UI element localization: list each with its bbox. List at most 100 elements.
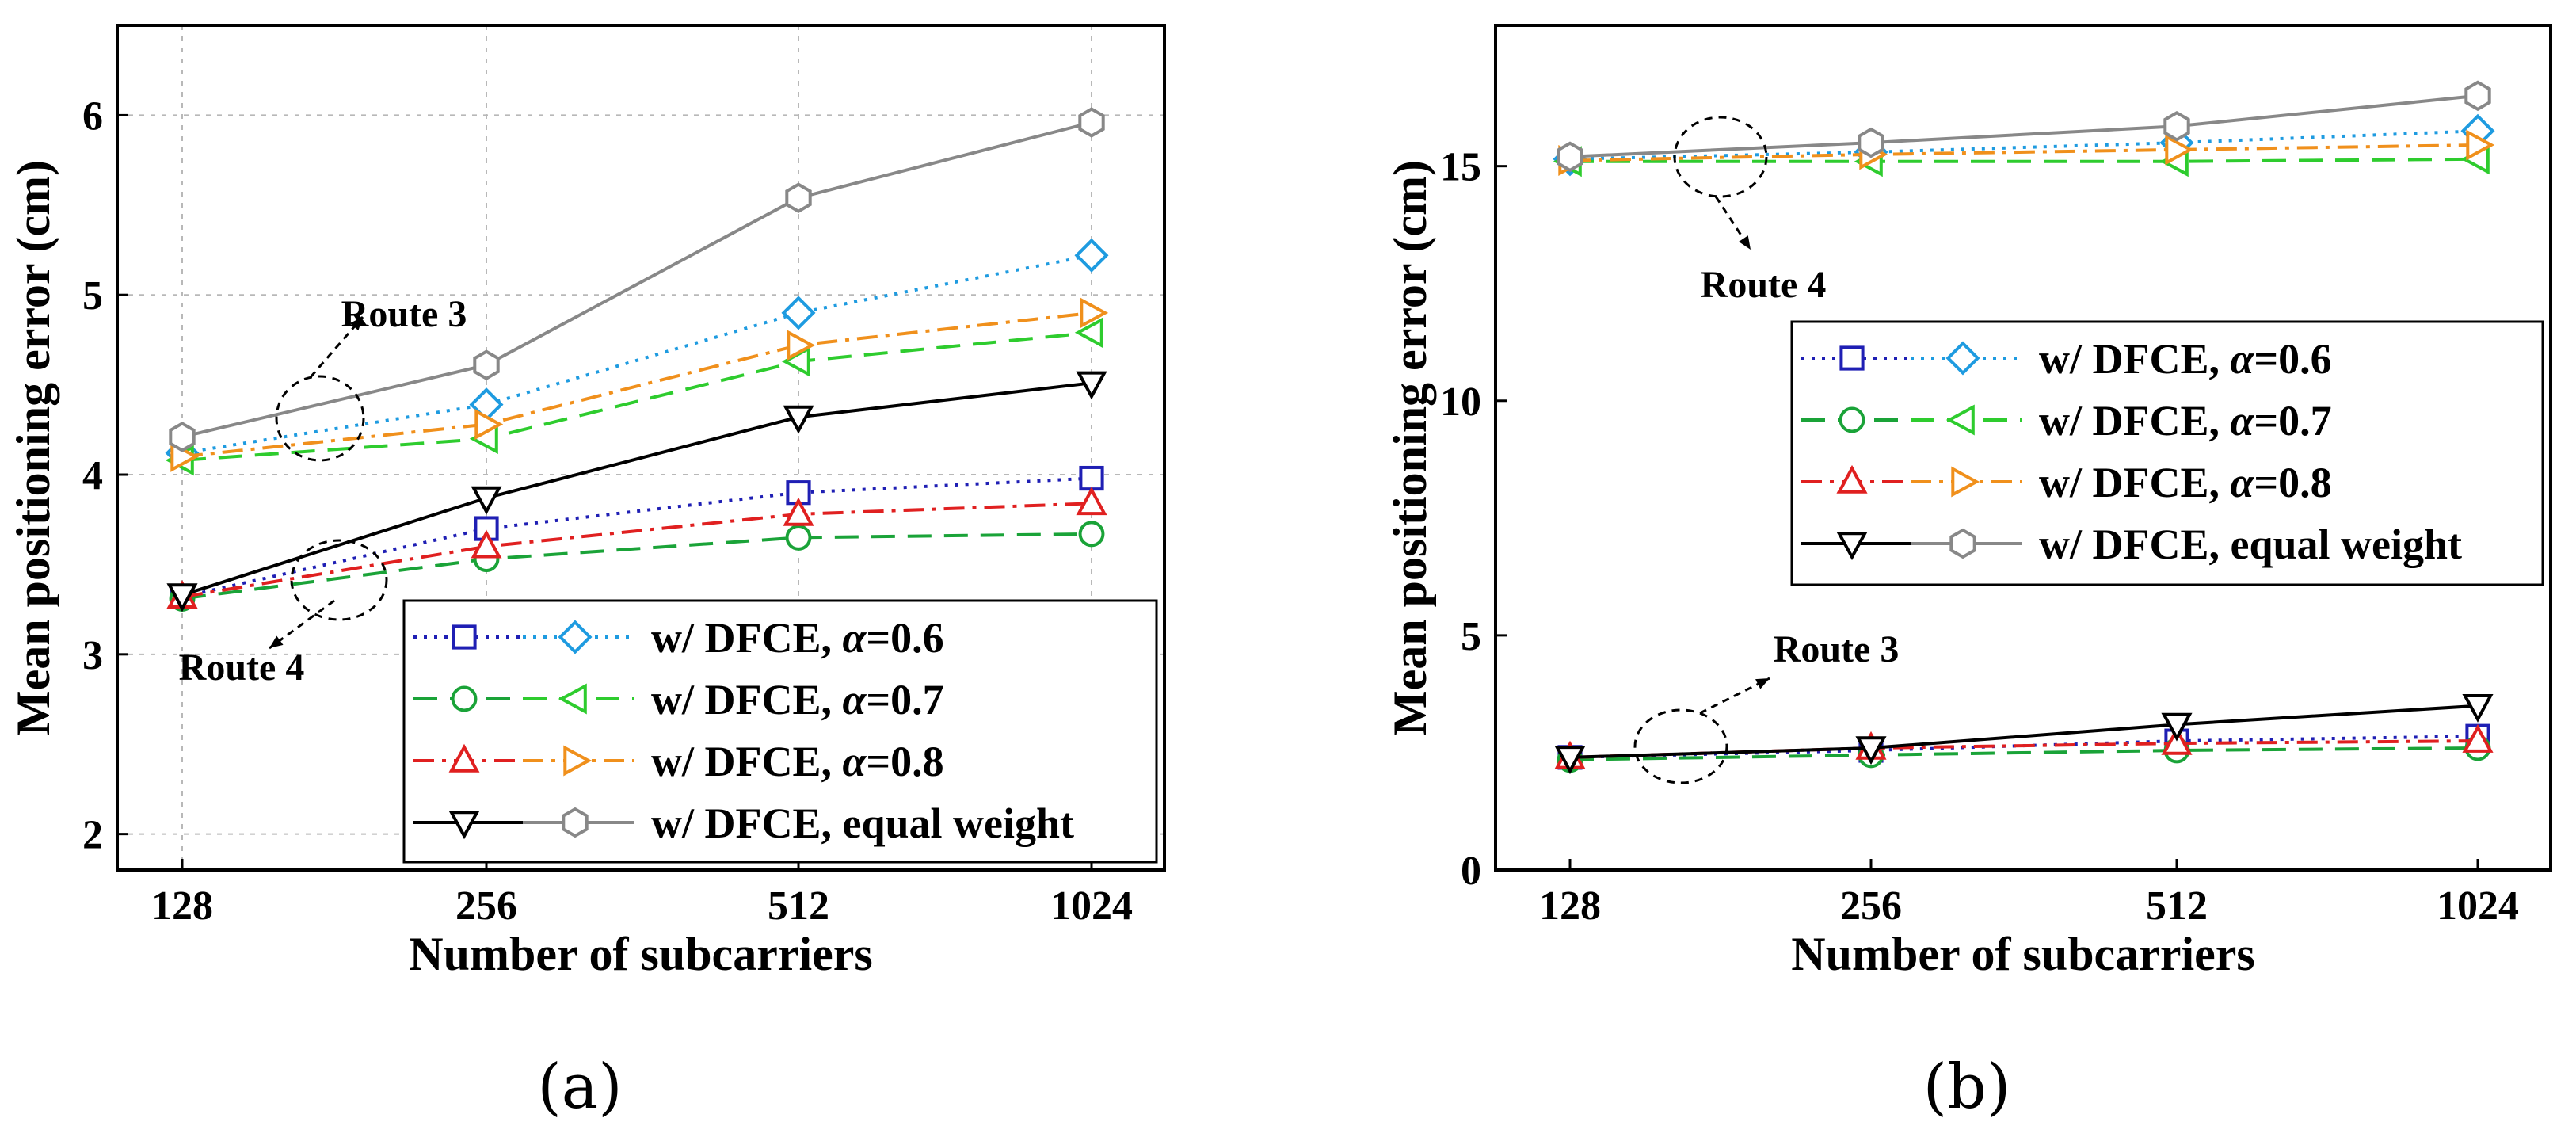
legend-label: w/ DFCE, equal weight [2039, 521, 2462, 568]
arrow-head-icon [1755, 678, 1770, 689]
panel-a-chart: 128 256 512 1024 2 3 4 5 6 Number of subcarriers M… [7, 24, 1166, 980]
legend-marker [448, 811, 480, 840]
panel-b-label: (b) [1923, 1051, 2011, 1123]
panel-b-chart: 128 256 512 1024 0 5 10 15 Number of subcarriers… [1384, 24, 2552, 980]
data-point [471, 486, 502, 515]
series-line [181, 381, 1092, 597]
data-point [2462, 694, 2494, 723]
y-tick-label: 15 [1440, 145, 1481, 190]
x-axis-title: Number of subcarriers [1791, 928, 2254, 980]
legend-box [1790, 320, 2544, 586]
x-tick-label: 512 [2146, 883, 2208, 929]
x-tick-label: 1024 [2437, 883, 2519, 929]
y-tick-label: 2 [82, 813, 103, 858]
data-point [2462, 723, 2494, 753]
series-line [181, 476, 1092, 599]
legend-label: w/ DFCE, α=0.8 [2039, 459, 2332, 506]
x-tick-label: 128 [151, 883, 213, 929]
data-point [166, 583, 198, 612]
y-tick-label: 0 [1461, 849, 1481, 894]
data-point [2464, 80, 2491, 112]
legend: w/ DFCE, α=0.6 w/ DFCE, α=0.7 w/ DFCE, α=0… [1790, 320, 2544, 586]
legend-marker [1949, 528, 1976, 559]
route-ellipse [1673, 116, 1768, 198]
legend-marker [1945, 404, 1975, 436]
x-tick-label: 256 [1840, 883, 1902, 929]
y-tick-label: 4 [82, 453, 103, 498]
data-point [1858, 127, 1884, 158]
series-line [181, 532, 1092, 601]
data-point [1554, 746, 1586, 775]
arrow-head-icon [349, 317, 363, 331]
data-point [785, 524, 812, 551]
axes-frame [116, 24, 1166, 872]
data-point [785, 182, 812, 214]
data-point [1079, 465, 1104, 491]
legend-label: w/ DFCE, α=0.7 [651, 676, 944, 723]
data-point [783, 497, 814, 526]
legend-marker [558, 620, 593, 654]
arrow-head-icon [269, 635, 284, 648]
y-tick-label: 6 [82, 93, 103, 139]
data-point [1078, 107, 1105, 138]
route-ellipse [275, 375, 365, 462]
legend-label: w/ DFCE, α=0.7 [2039, 397, 2332, 445]
series-line [181, 254, 1092, 455]
legend: w/ DFCE, α=0.6 w/ DFCE, α=0.7 w/ DFCE, α=0… [402, 599, 1158, 864]
y-tick-label: 3 [82, 633, 103, 678]
data-point [473, 349, 500, 381]
legend-marker [1951, 466, 1980, 498]
legend-marker [1839, 345, 1865, 371]
y-tick-label: 5 [1461, 614, 1481, 659]
x-tick-label: 128 [1539, 883, 1601, 929]
legend-marker [1839, 406, 1865, 433]
series-line [181, 502, 1092, 599]
series-line [181, 330, 1092, 462]
data-point [787, 330, 816, 361]
data-point [1557, 141, 1583, 173]
data-point [471, 529, 502, 559]
route-annotation: Route 3 [1774, 628, 1900, 670]
legend-label: w/ DFCE, equal weight [651, 799, 1074, 847]
data-point [169, 422, 196, 452]
arrow-head-icon [1739, 235, 1751, 250]
route-annotation: Route 4 [1701, 264, 1827, 306]
data-point [1855, 736, 1887, 765]
data-point [1080, 297, 1109, 329]
data-point [1076, 487, 1107, 516]
data-point [1074, 238, 1109, 273]
data-point [1076, 371, 1107, 400]
data-point [2161, 712, 2193, 742]
panel-a-label: (a) [537, 1051, 622, 1123]
data-point [781, 296, 816, 330]
legend-marker [1836, 532, 1868, 561]
legend-marker [558, 683, 587, 715]
legend-label: w/ DFCE, α=0.6 [651, 614, 944, 662]
data-point [474, 409, 504, 441]
legend-label: w/ DFCE, α=0.6 [2039, 335, 2332, 383]
route-annotation: Route 4 [179, 647, 305, 689]
legend-marker [452, 624, 477, 650]
legend-marker [562, 807, 589, 838]
x-tick-label: 512 [768, 883, 829, 929]
legend-label: w/ DFCE, α=0.8 [651, 738, 944, 785]
legend-marker [448, 743, 480, 773]
series-line [1570, 157, 2479, 163]
legend-box [402, 599, 1158, 864]
route-ellipse [1633, 708, 1728, 784]
x-tick-label: 256 [455, 883, 517, 929]
route-arrow [269, 599, 335, 650]
legend-marker [1945, 341, 1980, 376]
series-line [1569, 704, 2479, 759]
data-point [2163, 110, 2190, 142]
series-line [181, 120, 1092, 439]
y-tick-label: 5 [82, 273, 103, 319]
series-line [1569, 129, 2479, 161]
series-line [181, 311, 1092, 459]
x-tick-label: 1024 [1050, 883, 1133, 929]
series-line [1569, 143, 2479, 162]
y-axis-title: Mean positioning error (cm) [7, 160, 59, 735]
x-axis-title: Number of subcarriers [409, 928, 872, 980]
data-point [1078, 521, 1105, 548]
